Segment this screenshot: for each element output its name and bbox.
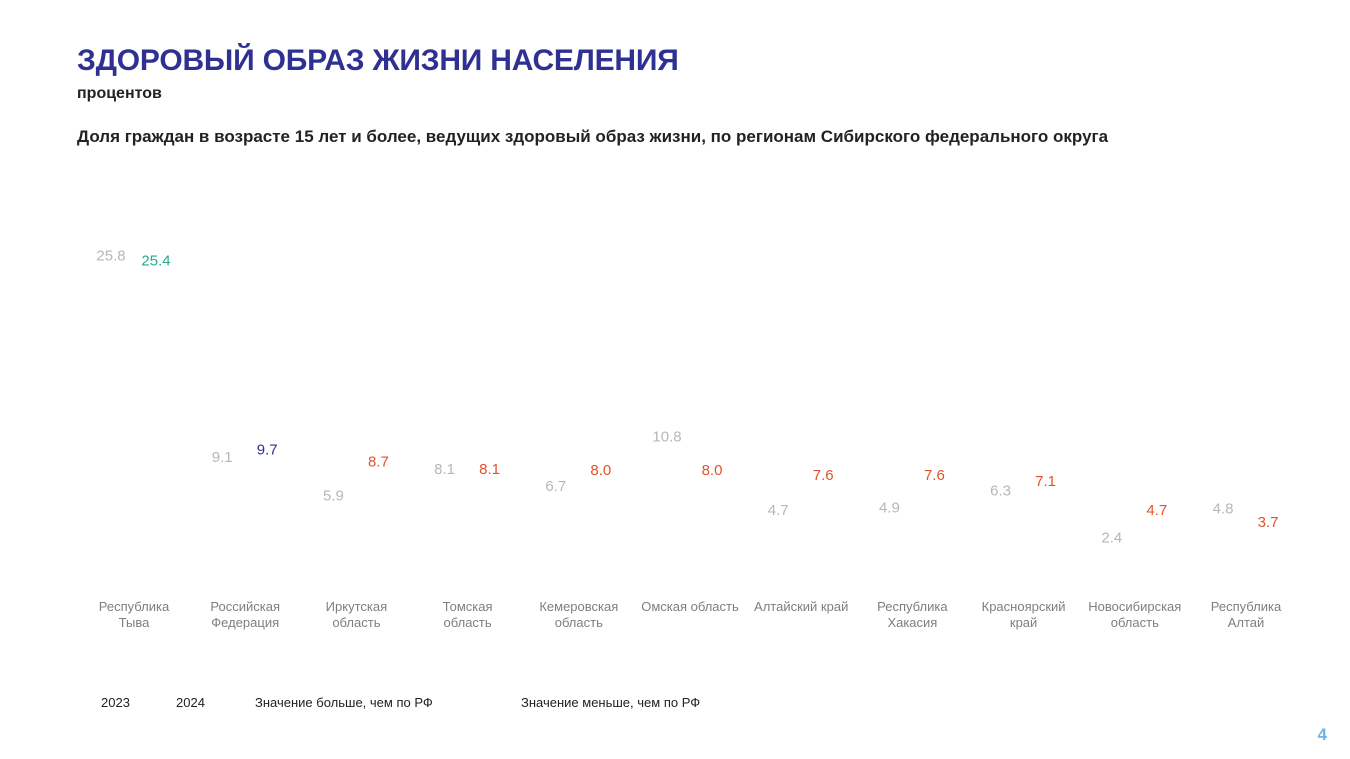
- data-label-2024: 7.6: [924, 467, 945, 484]
- legend-2024: 2024: [176, 695, 205, 710]
- data-label-2024: 8.7: [368, 454, 389, 471]
- data-label-2023: 4.7: [768, 502, 789, 519]
- data-label-2023: 9.1: [212, 449, 233, 466]
- category-label: Российская Федерация: [210, 599, 280, 630]
- category-label: Иркутская область: [326, 599, 387, 630]
- category-label: Кемеровская область: [539, 599, 618, 630]
- data-label-2023: 25.8: [96, 248, 125, 265]
- data-label-2023: 10.8: [652, 428, 681, 445]
- page-title: ЗДОРОВЫЙ ОБРАЗ ЖИЗНИ НАСЕЛЕНИЯ: [77, 44, 679, 77]
- data-label-2023: 6.3: [990, 483, 1011, 500]
- data-label-2024: 7.6: [813, 467, 834, 484]
- data-label-2024: 3.7: [1258, 514, 1279, 531]
- category-label: Республика Алтай: [1211, 599, 1282, 630]
- data-label-2024: 8.1: [479, 461, 500, 478]
- data-label-2024: 7.1: [1035, 473, 1056, 490]
- data-label-2023: 8.1: [434, 461, 455, 478]
- category-label: Красноярский край: [982, 599, 1066, 630]
- data-label-2023: 5.9: [323, 487, 344, 504]
- category-label: Республика Хакасия: [877, 599, 948, 630]
- unit-subtitle: процентов: [77, 85, 162, 102]
- data-label-2023: 6.7: [545, 478, 566, 495]
- data-label-2024: 25.4: [141, 252, 170, 269]
- category-label: Новосибирская область: [1088, 599, 1181, 630]
- data-label-2024: 9.7: [257, 442, 278, 459]
- data-label-2023: 2.4: [1101, 530, 1122, 547]
- category-label: Омская область: [641, 599, 739, 614]
- page-number: 4: [1317, 725, 1327, 744]
- legend-below-rf: Значение меньше, чем по РФ: [521, 695, 701, 710]
- category-label: Республика Тыва: [99, 599, 170, 630]
- category-label: Томская область: [443, 599, 493, 630]
- data-label-2024: 8.0: [702, 462, 723, 479]
- data-label-2023: 4.9: [879, 499, 900, 516]
- data-label-2024: 8.0: [590, 462, 611, 479]
- data-label-2024: 4.7: [1146, 502, 1167, 519]
- category-label: Алтайский край: [754, 599, 848, 614]
- legend-2023: 2023: [101, 695, 130, 710]
- legend-above-rf: Значение больше, чем по РФ: [255, 695, 433, 710]
- chart-title: Доля граждан в возрасте 15 лет и более, …: [77, 127, 1109, 146]
- data-label-2023: 4.8: [1213, 501, 1234, 518]
